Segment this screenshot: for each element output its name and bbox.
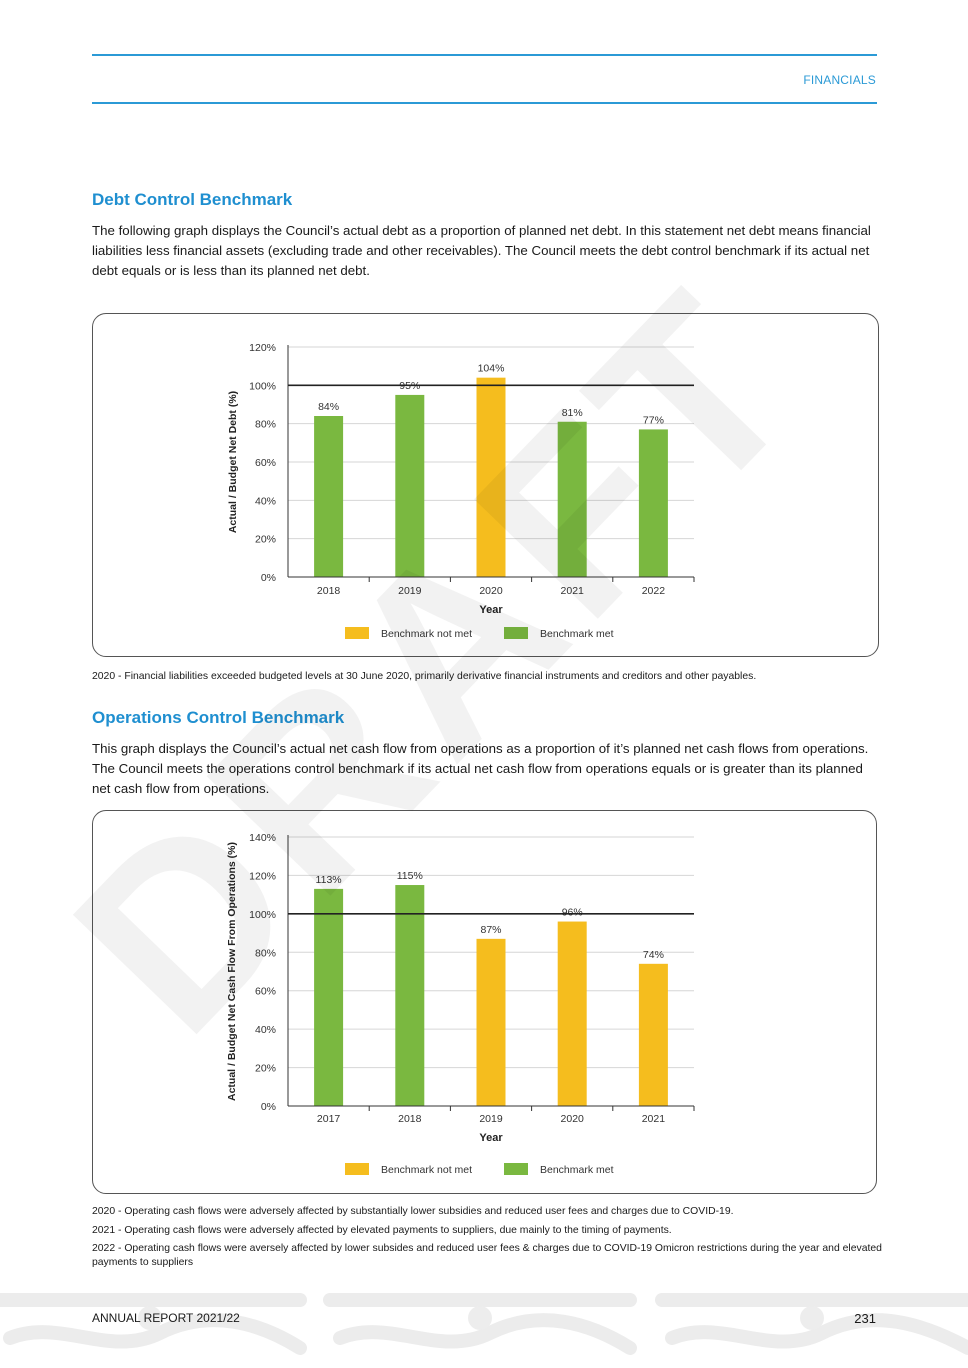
bar-2019 bbox=[395, 394, 425, 577]
bar-2022 bbox=[638, 429, 668, 577]
legend-swatch-not-met bbox=[345, 1163, 369, 1175]
y-axis-title: Actual / Budget Net Debt (%) bbox=[227, 391, 239, 533]
y-tick-label: 40% bbox=[255, 495, 276, 507]
operations-footnote-3: 2022 - Operating cash flows were aversel… bbox=[92, 1243, 882, 1268]
legend-swatch-met bbox=[504, 1163, 528, 1175]
x-axis-title: Year bbox=[479, 604, 503, 616]
debt-chart-frame bbox=[92, 313, 879, 657]
y-tick-label: 20% bbox=[255, 1063, 276, 1075]
bar-2021 bbox=[557, 421, 587, 577]
bar-2020 bbox=[557, 921, 587, 1106]
section-label: FINANCIALS bbox=[803, 73, 876, 87]
x-tick-label: 2022 bbox=[642, 585, 666, 597]
bar-value-label: 77% bbox=[643, 414, 664, 426]
bar-value-label: 87% bbox=[480, 924, 501, 936]
bar-value-label: 96% bbox=[562, 907, 583, 919]
bar-2021 bbox=[638, 963, 668, 1106]
debt-description: The following graph displays the Council… bbox=[92, 223, 871, 278]
y-tick-label: 100% bbox=[249, 380, 276, 392]
header-bottom-rule bbox=[92, 102, 877, 104]
y-tick-label: 20% bbox=[255, 534, 276, 546]
decorative-pattern bbox=[0, 1293, 968, 1355]
bar-2020 bbox=[476, 377, 506, 577]
y-axis-title: Actual / Budget Net Cash Flow From Opera… bbox=[226, 842, 238, 1101]
bar-value-label: 81% bbox=[562, 407, 583, 419]
bar-2019 bbox=[476, 938, 506, 1106]
y-tick-label: 40% bbox=[255, 1024, 276, 1036]
x-axis-title: Year bbox=[479, 1132, 503, 1144]
debt-footnote: 2020 - Financial liabilities exceeded bu… bbox=[92, 671, 757, 682]
bar-value-label: 113% bbox=[316, 874, 342, 886]
x-tick-label: 2021 bbox=[642, 1113, 666, 1125]
operations-chart: 0% 20% 40% 60% 80% 100% 120% 140% 113% 2017 115% 20… bbox=[226, 832, 695, 1176]
y-tick-label: 60% bbox=[255, 457, 276, 469]
x-tick-label: 2020 bbox=[561, 1113, 585, 1125]
x-tick-label: 2018 bbox=[317, 585, 341, 597]
bar-value-label: 115% bbox=[397, 870, 423, 882]
operations-footnote-2: 2021 - Operating cash flows were adverse… bbox=[92, 1225, 672, 1236]
x-tick-label: 2021 bbox=[561, 585, 585, 597]
header-top-rule bbox=[92, 54, 877, 56]
bar-value-label: 84% bbox=[318, 401, 339, 413]
bar-value-label: 104% bbox=[478, 363, 505, 375]
y-tick-label: 120% bbox=[249, 342, 276, 354]
operations-description: This graph displays the Council’s actual… bbox=[92, 741, 869, 796]
footer-report-title: ANNUAL REPORT 2021/22 bbox=[92, 1311, 240, 1325]
y-tick-label: 80% bbox=[255, 419, 276, 431]
bar-2018 bbox=[314, 416, 344, 577]
x-tick-label: 2017 bbox=[317, 1113, 341, 1125]
operations-footnote-1: 2020 - Operating cash flows were adverse… bbox=[92, 1206, 734, 1217]
debt-heading: Debt Control Benchmark bbox=[92, 190, 293, 209]
y-tick-label: 140% bbox=[249, 832, 276, 844]
debt-chart: 0%20%40%60%80%100%120%84%201895%2019104%… bbox=[227, 342, 695, 640]
y-tick-label: 120% bbox=[249, 870, 276, 882]
operations-chart-frame bbox=[92, 810, 877, 1194]
x-tick-label: 2019 bbox=[479, 1113, 503, 1125]
legend-swatch-not-met bbox=[345, 627, 369, 639]
legend-label-met: Benchmark met bbox=[540, 1164, 614, 1176]
bar-2018 bbox=[395, 885, 425, 1106]
y-tick-label: 100% bbox=[249, 909, 276, 921]
legend-label-not-met: Benchmark not met bbox=[381, 628, 472, 640]
x-tick-label: 2020 bbox=[479, 585, 503, 597]
operations-heading: Operations Control Benchmark bbox=[92, 708, 345, 727]
legend-label-not-met: Benchmark not met bbox=[381, 1164, 472, 1176]
bar-2017 bbox=[314, 888, 344, 1106]
footer-page-number: 231 bbox=[854, 1311, 876, 1326]
legend-swatch-met bbox=[504, 627, 528, 639]
legend-label-met: Benchmark met bbox=[540, 628, 614, 640]
x-tick-label: 2018 bbox=[398, 1113, 422, 1125]
y-tick-label: 0% bbox=[261, 572, 276, 584]
x-tick-label: 2019 bbox=[398, 585, 422, 597]
bar-value-label: 74% bbox=[643, 949, 664, 961]
y-tick-label: 0% bbox=[261, 1101, 276, 1113]
y-tick-label: 60% bbox=[255, 986, 276, 998]
y-tick-label: 80% bbox=[255, 947, 276, 959]
